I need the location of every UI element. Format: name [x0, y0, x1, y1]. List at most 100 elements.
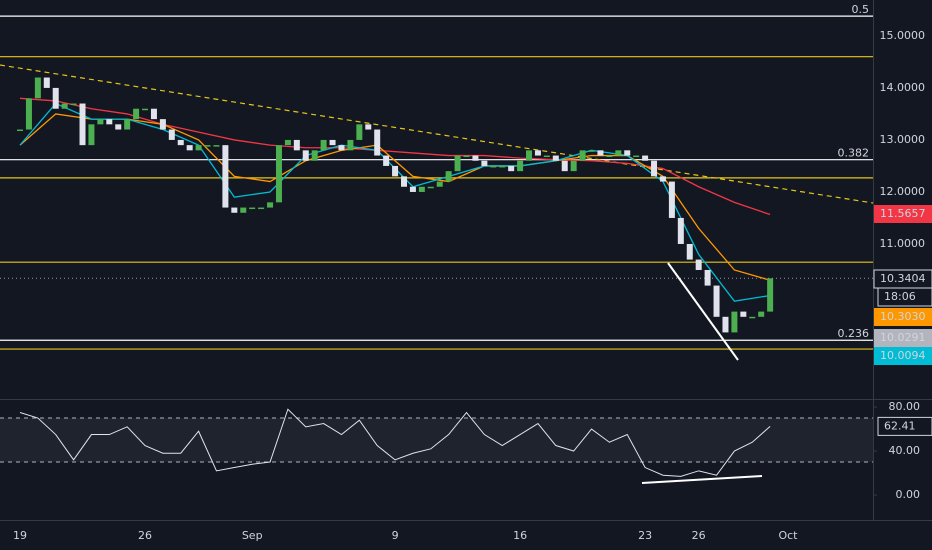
candle	[561, 160, 568, 172]
price-label: 10.0094	[880, 349, 926, 362]
x-tick-label: Oct	[778, 529, 798, 542]
candle	[204, 145, 211, 147]
candle	[356, 124, 363, 140]
fib-label: 0.382	[838, 147, 870, 160]
candle	[52, 87, 59, 109]
price-label: 10.3404	[880, 272, 926, 285]
y-tick-label: 12.0000	[880, 185, 926, 198]
price-label-box	[874, 329, 932, 347]
x-tick-label: Sep	[242, 529, 263, 542]
candle	[150, 108, 157, 120]
fib-label: 0.5	[852, 3, 870, 16]
candle	[124, 119, 131, 130]
candle	[213, 145, 220, 147]
candle	[668, 181, 675, 218]
price-label-box	[874, 308, 932, 326]
candle	[222, 145, 229, 208]
candle	[383, 155, 390, 166]
x-tick-label: 19	[13, 529, 27, 542]
candle	[651, 160, 658, 177]
candle	[579, 150, 586, 161]
candle	[88, 124, 95, 146]
candle	[543, 155, 550, 158]
candle	[677, 217, 684, 244]
candle	[418, 186, 425, 192]
candle	[79, 103, 86, 146]
candle	[275, 145, 282, 203]
candle	[302, 150, 309, 161]
candle	[142, 108, 149, 111]
candle	[409, 186, 416, 192]
candle	[347, 139, 354, 151]
candle	[490, 165, 497, 168]
candle	[365, 124, 372, 130]
x-tick-label: 9	[392, 529, 399, 542]
candle	[338, 145, 345, 151]
candle	[481, 160, 488, 166]
candle	[713, 285, 720, 317]
candle	[106, 119, 113, 125]
divergence-line	[641, 475, 763, 484]
countdown: 18:06	[884, 290, 916, 303]
candle	[249, 207, 256, 210]
y-tick-label: 14.0000	[880, 81, 926, 94]
candle	[534, 150, 541, 156]
candle	[70, 103, 77, 106]
candle	[267, 202, 274, 208]
candle	[34, 77, 41, 99]
candle	[633, 155, 640, 158]
candle	[624, 150, 631, 156]
candle	[311, 150, 318, 161]
candle	[463, 155, 470, 158]
candle	[642, 155, 649, 161]
rsi-pane	[0, 406, 877, 496]
candle	[526, 150, 533, 161]
price-label-box	[874, 205, 932, 223]
candle	[25, 98, 32, 130]
price-label: 10.0291	[880, 331, 926, 344]
candle	[97, 119, 104, 125]
rsi-tick-label: 40.00	[889, 444, 921, 457]
candle	[758, 311, 765, 317]
candle	[195, 145, 202, 151]
candle	[588, 150, 595, 152]
wedge-line	[667, 262, 739, 361]
candle	[767, 278, 774, 312]
candle	[374, 129, 381, 156]
candle	[445, 171, 452, 182]
candle	[606, 155, 613, 158]
rsi-line	[19, 408, 771, 477]
y-tick-label: 15.0000	[880, 29, 926, 42]
x-tick-label: 23	[638, 529, 652, 542]
price-label: 10.3030	[880, 310, 926, 323]
fib-label: 0.236	[838, 327, 870, 340]
candle	[133, 108, 140, 120]
candle	[436, 181, 443, 187]
price-label-box	[874, 347, 932, 365]
moving-average	[19, 113, 771, 281]
rsi-label-box	[877, 416, 932, 436]
candle	[159, 119, 166, 130]
trend-line	[0, 64, 874, 204]
candle	[508, 165, 515, 172]
countdown-box	[877, 287, 932, 307]
candle	[749, 316, 756, 319]
candle	[740, 311, 747, 317]
candle	[231, 207, 238, 213]
candle	[686, 243, 693, 260]
rsi-tick-label: 80.00	[889, 400, 921, 413]
candle	[115, 124, 122, 130]
rsi-tick-label: 0.00	[896, 488, 921, 501]
candle	[472, 155, 479, 161]
candle	[400, 176, 407, 187]
candle	[659, 176, 666, 182]
candle	[186, 145, 193, 151]
candle	[17, 129, 24, 132]
rsi-value-label: 62.41	[884, 419, 916, 432]
levels: 0.5 0.382 0.236	[0, 3, 873, 350]
candle	[240, 207, 247, 213]
x-tick-label: 26	[138, 529, 152, 542]
candle	[168, 129, 175, 140]
candle	[704, 269, 711, 286]
